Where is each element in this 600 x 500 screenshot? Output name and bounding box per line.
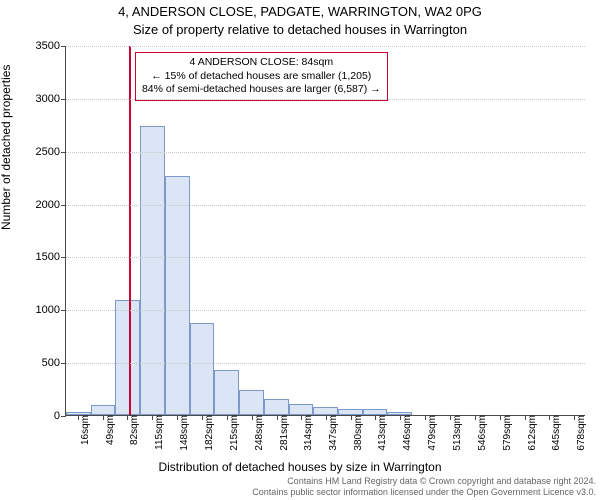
ytick-label: 500	[5, 357, 60, 369]
ytick-mark	[61, 46, 66, 47]
histogram-bar	[313, 407, 338, 415]
histogram-bar	[165, 176, 190, 415]
histogram-bar	[239, 390, 264, 415]
ytick-mark	[61, 310, 66, 311]
chart-subtitle: Size of property relative to detached ho…	[0, 22, 600, 37]
gridline	[66, 152, 585, 153]
xtick-mark	[475, 415, 476, 420]
footer-line1: Contains HM Land Registry data © Crown c…	[0, 476, 596, 487]
xtick-mark	[103, 415, 104, 420]
ytick-label: 3000	[5, 93, 60, 105]
xtick-label: 347sqm	[328, 415, 339, 451]
xtick-label: 546sqm	[477, 415, 488, 451]
gridline	[66, 205, 585, 206]
ytick-label: 2500	[5, 146, 60, 158]
xtick-mark	[152, 415, 153, 420]
xtick-label: 115sqm	[154, 415, 165, 450]
xtick-label: 248sqm	[254, 415, 265, 451]
chart-container: 4, ANDERSON CLOSE, PADGATE, WARRINGTON, …	[0, 0, 600, 500]
xtick-label: 612sqm	[527, 415, 538, 451]
xtick-label: 645sqm	[551, 415, 562, 451]
gridline	[66, 363, 585, 364]
ytick-label: 1500	[5, 251, 60, 263]
xtick-label: 479sqm	[427, 415, 438, 451]
xtick-label: 413sqm	[377, 415, 388, 451]
xtick-label: 314sqm	[303, 415, 314, 451]
bars-group	[66, 46, 585, 415]
gridline	[66, 99, 585, 100]
xtick-label: 281sqm	[279, 415, 290, 451]
ytick-mark	[61, 99, 66, 100]
xtick-mark	[500, 415, 501, 420]
annotation-box: 4 ANDERSON CLOSE: 84sqm ← 15% of detache…	[135, 52, 388, 101]
xtick-label: 16sqm	[80, 415, 91, 445]
gridline	[66, 46, 585, 47]
xtick-label: 678sqm	[576, 415, 587, 451]
ytick-mark	[61, 257, 66, 258]
xtick-label: 513sqm	[452, 415, 463, 451]
xtick-label: 579sqm	[502, 415, 513, 451]
xtick-mark	[227, 415, 228, 420]
xtick-mark	[252, 415, 253, 420]
ytick-label: 1000	[5, 304, 60, 316]
xtick-mark	[78, 415, 79, 420]
x-axis-label: Distribution of detached houses by size …	[0, 460, 600, 474]
xtick-label: 380sqm	[353, 415, 364, 451]
plot-area: 4 ANDERSON CLOSE: 84sqm ← 15% of detache…	[65, 46, 585, 416]
xtick-label: 148sqm	[179, 415, 190, 451]
ytick-mark	[61, 152, 66, 153]
histogram-bar	[214, 370, 239, 415]
histogram-bar	[264, 399, 289, 415]
ytick-label: 2000	[5, 199, 60, 211]
xtick-label: 215sqm	[229, 415, 240, 451]
ytick-mark	[61, 416, 66, 417]
xtick-label: 182sqm	[204, 415, 215, 451]
annotation-line3: 84% of semi-detached houses are larger (…	[142, 83, 381, 97]
gridline	[66, 257, 585, 258]
footer-line2: Contains public sector information licen…	[0, 487, 596, 498]
xtick-label: 446sqm	[402, 415, 413, 451]
xtick-mark	[351, 415, 352, 420]
xtick-mark	[177, 415, 178, 420]
chart-title: 4, ANDERSON CLOSE, PADGATE, WARRINGTON, …	[0, 4, 600, 19]
ytick-label: 3500	[5, 40, 60, 52]
ytick-label: 0	[5, 410, 60, 422]
xtick-label: 82sqm	[129, 415, 140, 445]
footer-attribution: Contains HM Land Registry data © Crown c…	[0, 476, 596, 498]
histogram-bar	[91, 405, 116, 415]
annotation-line2: ← 15% of detached houses are smaller (1,…	[142, 70, 381, 84]
ytick-mark	[61, 363, 66, 364]
xtick-mark	[574, 415, 575, 420]
xtick-mark	[525, 415, 526, 420]
ytick-mark	[61, 205, 66, 206]
histogram-bar	[115, 300, 140, 415]
histogram-bar	[140, 126, 165, 415]
xtick-mark	[326, 415, 327, 420]
xtick-mark	[277, 415, 278, 420]
xtick-mark	[425, 415, 426, 420]
histogram-bar	[190, 323, 215, 416]
property-marker-line	[129, 46, 131, 415]
histogram-bar	[289, 404, 314, 415]
annotation-line1: 4 ANDERSON CLOSE: 84sqm	[142, 56, 381, 70]
gridline	[66, 310, 585, 311]
xtick-label: 49sqm	[105, 415, 116, 445]
